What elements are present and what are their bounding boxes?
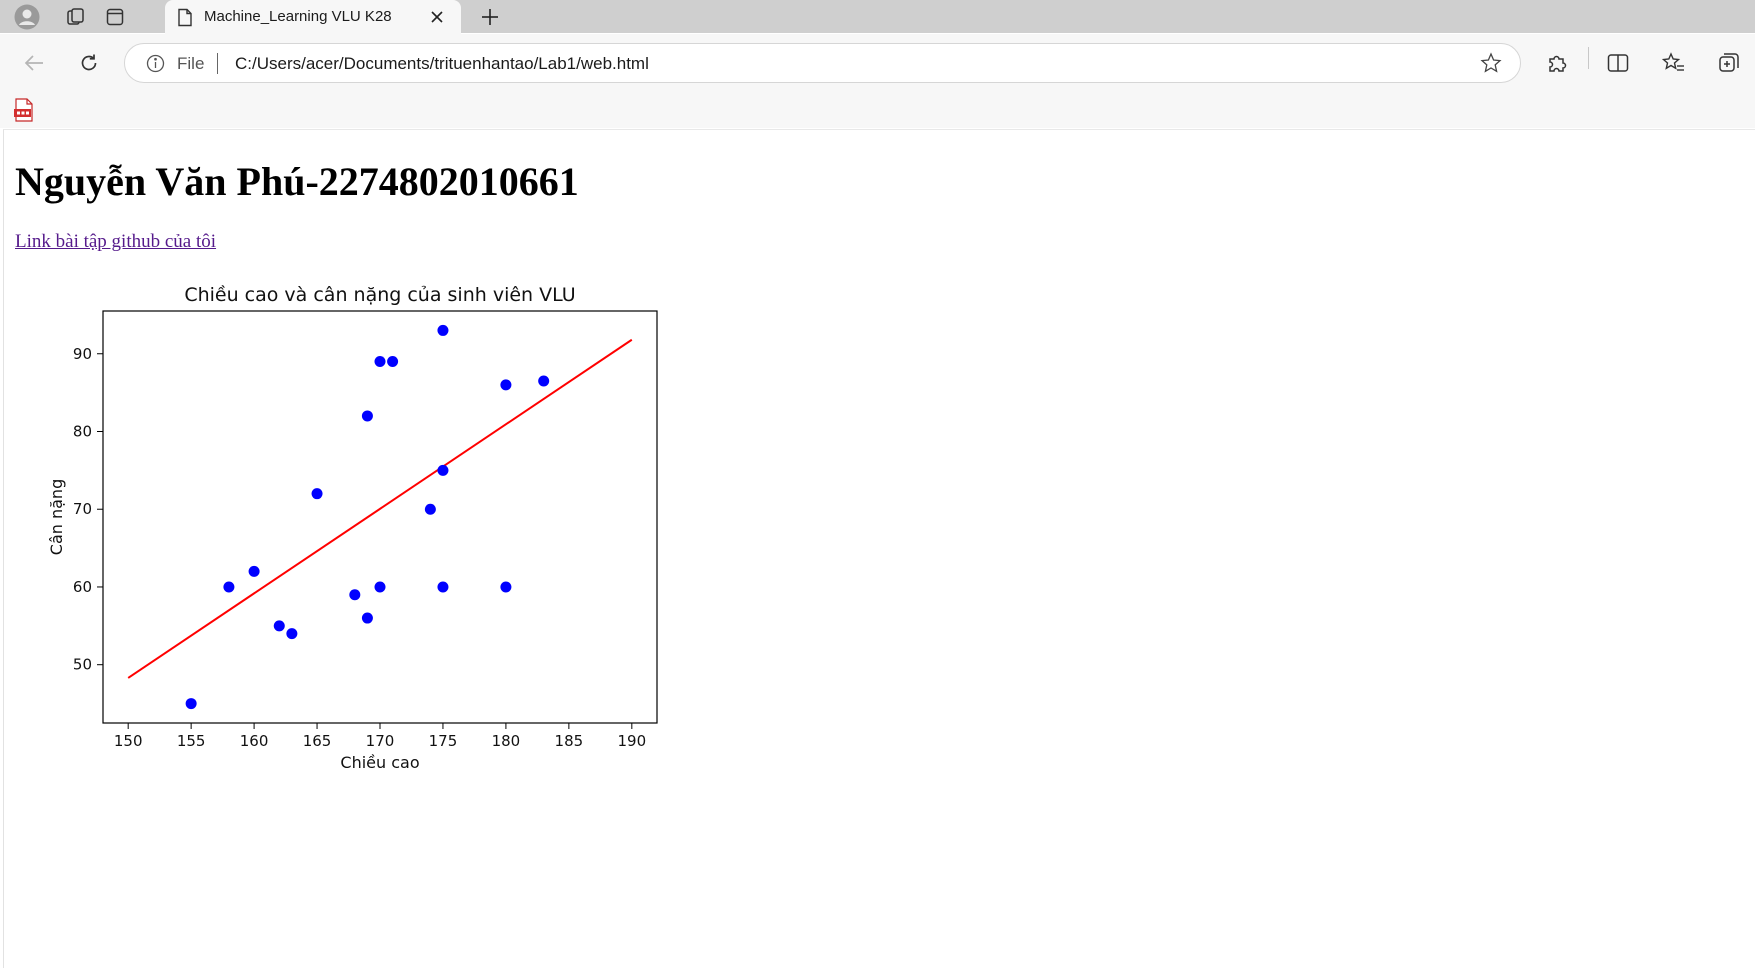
toolbar-separator xyxy=(1588,47,1589,69)
data-point xyxy=(538,375,550,387)
workspaces-button[interactable] xyxy=(61,2,91,32)
favorite-star-icon[interactable] xyxy=(1480,52,1502,74)
plus-icon xyxy=(482,9,498,25)
regression-line xyxy=(127,338,633,679)
data-point xyxy=(248,565,260,577)
favorites-bar xyxy=(0,92,1755,128)
data-point xyxy=(223,581,235,593)
url-text[interactable]: C:/Users/acer/Documents/trituenhantao/La… xyxy=(235,54,649,73)
x-tick-label: 155 xyxy=(177,732,206,750)
active-tab[interactable]: Machine_Learning VLU K28 xyxy=(165,0,461,34)
data-point xyxy=(349,589,361,601)
puzzle-icon xyxy=(1549,55,1567,72)
tab-strip: Machine_Learning VLU K28 xyxy=(0,0,1755,34)
x-tick-label: 165 xyxy=(303,732,332,750)
vertical-tabs-icon xyxy=(106,8,124,26)
collections-button[interactable] xyxy=(1712,46,1746,80)
document-icon xyxy=(178,8,192,27)
x-tick-label: 170 xyxy=(366,732,395,750)
x-axis-label: Chiều cao xyxy=(340,753,419,772)
y-tick-label: 80 xyxy=(73,422,92,440)
github-link[interactable]: Link bài tập github của tôi xyxy=(15,231,217,252)
data-point xyxy=(437,324,449,336)
x-tick-label: 175 xyxy=(429,732,458,750)
data-point xyxy=(374,356,386,368)
y-tick-label: 70 xyxy=(73,500,92,518)
close-tab-button[interactable] xyxy=(427,7,447,27)
data-point xyxy=(500,379,512,391)
x-tick-label: 150 xyxy=(114,732,143,750)
back-button[interactable] xyxy=(17,46,51,80)
x-tick-label: 185 xyxy=(555,732,584,750)
close-icon xyxy=(431,11,443,23)
data-point xyxy=(361,410,373,422)
data-point xyxy=(437,581,449,593)
scatter-chart: Chiều cao và cân nặng của sinh viên VLU 1… xyxy=(47,284,658,772)
browser-toolbar: File C:/Users/acer/Documents/trituenhant… xyxy=(0,34,1755,92)
data-point xyxy=(387,356,399,368)
data-point xyxy=(311,488,323,500)
page-content: Nguyễn Văn Phú-2274802010661 Link bài tậ… xyxy=(3,129,1755,968)
data-point xyxy=(286,628,298,640)
collections-icon xyxy=(1719,53,1739,72)
url-scheme: File xyxy=(177,54,205,73)
data-point xyxy=(361,612,373,624)
plot-frame xyxy=(102,310,658,724)
x-tick-label: 160 xyxy=(240,732,269,750)
data-point xyxy=(437,464,449,476)
workspaces-icon xyxy=(67,8,84,25)
address-bar[interactable]: File C:/Users/acer/Documents/trituenhant… xyxy=(124,43,1521,83)
refresh-button[interactable] xyxy=(72,46,106,80)
data-point xyxy=(424,503,436,515)
data-point xyxy=(500,581,512,593)
back-arrow-icon xyxy=(24,55,43,71)
split-screen-button[interactable] xyxy=(1601,46,1635,80)
refresh-icon xyxy=(81,54,97,71)
chart-title: Chiều cao và cân nặng của sinh viên VLU xyxy=(184,284,575,306)
data-point xyxy=(273,620,285,632)
info-icon[interactable] xyxy=(146,54,165,73)
address-separator xyxy=(217,53,218,74)
y-axis-label: Cân nặng xyxy=(47,479,66,555)
extensions-button[interactable] xyxy=(1540,46,1574,80)
page-heading: Nguyễn Văn Phú-2274802010661 xyxy=(15,159,579,204)
y-tick-label: 90 xyxy=(73,345,92,363)
favorites-button[interactable] xyxy=(1657,46,1691,80)
x-tick-label: 180 xyxy=(492,732,521,750)
x-tick-label: 190 xyxy=(617,732,646,750)
favorites-list-icon xyxy=(1662,52,1684,71)
data-point xyxy=(185,698,197,710)
profile-button[interactable] xyxy=(12,2,42,32)
new-tab-button[interactable] xyxy=(476,3,504,31)
y-tick-label: 60 xyxy=(73,578,92,596)
data-point xyxy=(374,581,386,593)
tab-actions-button[interactable] xyxy=(100,2,130,32)
split-screen-icon xyxy=(1607,54,1629,72)
profile-icon xyxy=(14,4,40,30)
y-tick-label: 50 xyxy=(73,656,92,674)
pdf-icon[interactable] xyxy=(13,98,35,122)
tab-title: Machine_Learning VLU K28 xyxy=(204,8,392,25)
